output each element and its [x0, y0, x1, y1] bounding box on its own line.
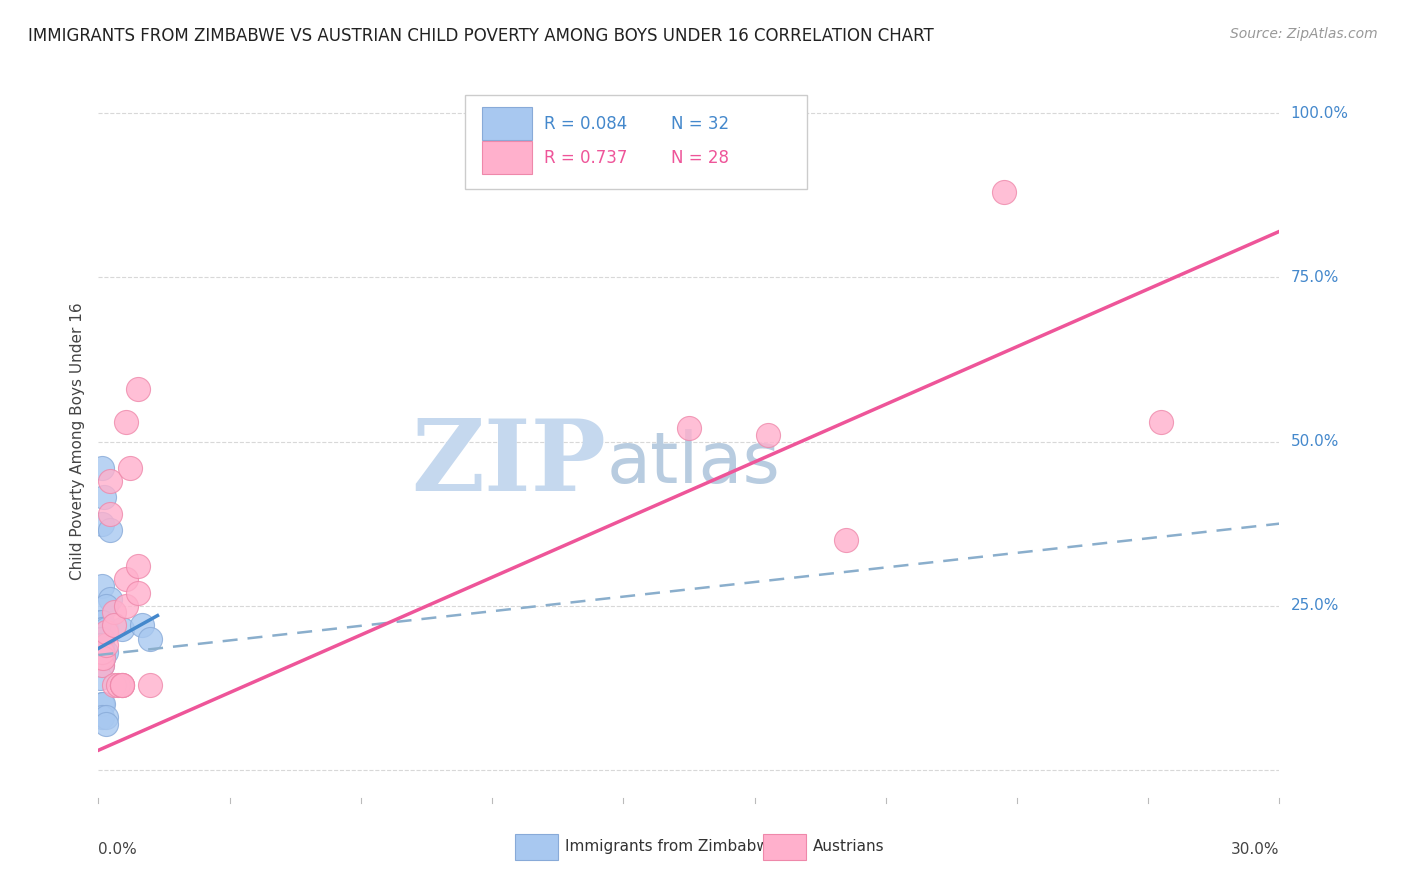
FancyBboxPatch shape — [763, 834, 806, 860]
Point — [115, 599, 138, 613]
FancyBboxPatch shape — [464, 95, 807, 189]
FancyBboxPatch shape — [482, 141, 531, 174]
Point — [93, 491, 115, 505]
Point — [90, 579, 112, 593]
Point — [91, 698, 114, 712]
Point — [103, 618, 125, 632]
Text: 75.0%: 75.0% — [1291, 270, 1339, 285]
Point — [96, 622, 118, 636]
Point — [115, 573, 138, 587]
Point — [89, 638, 111, 652]
Text: IMMIGRANTS FROM ZIMBABWE VS AUSTRIAN CHILD POVERTY AMONG BOYS UNDER 16 CORRELATI: IMMIGRANTS FROM ZIMBABWE VS AUSTRIAN CHI… — [28, 27, 934, 45]
Text: 25.0%: 25.0% — [1291, 599, 1339, 613]
Point — [90, 657, 112, 672]
Point — [90, 460, 112, 475]
Point — [756, 428, 779, 442]
Point — [90, 615, 112, 630]
Point — [90, 622, 112, 636]
Point — [91, 622, 114, 636]
Point — [103, 605, 125, 619]
Point — [115, 415, 138, 429]
Text: R = 0.084: R = 0.084 — [544, 115, 627, 133]
Point — [91, 645, 114, 659]
Point — [1150, 415, 1173, 429]
Point — [98, 592, 121, 607]
Point — [98, 507, 121, 521]
Point — [127, 585, 149, 599]
Text: N = 32: N = 32 — [671, 115, 730, 133]
Point — [111, 677, 134, 691]
Point — [96, 625, 118, 640]
Text: atlas: atlas — [606, 429, 780, 498]
FancyBboxPatch shape — [482, 107, 531, 140]
Point — [89, 645, 111, 659]
Point — [138, 632, 160, 646]
Point — [90, 638, 112, 652]
FancyBboxPatch shape — [516, 834, 558, 860]
Point — [107, 677, 129, 691]
Point — [993, 185, 1015, 199]
Point — [90, 657, 112, 672]
Point — [96, 638, 118, 652]
Point — [91, 651, 114, 665]
Y-axis label: Child Poverty Among Boys Under 16: Child Poverty Among Boys Under 16 — [69, 302, 84, 581]
Point — [127, 559, 149, 574]
Point — [90, 645, 112, 659]
Text: Immigrants from Zimbabwe: Immigrants from Zimbabwe — [565, 839, 779, 855]
Text: 100.0%: 100.0% — [1291, 105, 1348, 120]
Point — [835, 533, 858, 547]
Point — [127, 382, 149, 396]
Point — [89, 615, 111, 630]
Point — [89, 671, 111, 685]
Point — [96, 710, 118, 724]
Point — [90, 710, 112, 724]
Point — [111, 677, 134, 691]
Point — [89, 651, 111, 665]
Point — [96, 717, 118, 731]
Text: Austrians: Austrians — [813, 839, 884, 855]
Text: 0.0%: 0.0% — [98, 842, 138, 856]
Point — [103, 677, 125, 691]
Text: ZIP: ZIP — [412, 415, 606, 512]
Point — [90, 516, 112, 531]
Text: N = 28: N = 28 — [671, 149, 730, 167]
Point — [90, 698, 112, 712]
Point — [111, 677, 134, 691]
Point — [90, 632, 112, 646]
Text: 30.0%: 30.0% — [1232, 842, 1279, 856]
Point — [98, 523, 121, 537]
Point — [678, 421, 700, 435]
Point — [118, 460, 141, 475]
Point — [98, 474, 121, 488]
Point — [90, 645, 112, 659]
Point — [90, 651, 112, 665]
Point — [96, 599, 118, 613]
Text: 50.0%: 50.0% — [1291, 434, 1339, 449]
Point — [89, 632, 111, 646]
Text: R = 0.737: R = 0.737 — [544, 149, 627, 167]
Point — [91, 651, 114, 665]
Point — [96, 645, 118, 659]
Point — [111, 622, 134, 636]
Point — [131, 618, 153, 632]
Text: Source: ZipAtlas.com: Source: ZipAtlas.com — [1230, 27, 1378, 41]
Point — [138, 677, 160, 691]
